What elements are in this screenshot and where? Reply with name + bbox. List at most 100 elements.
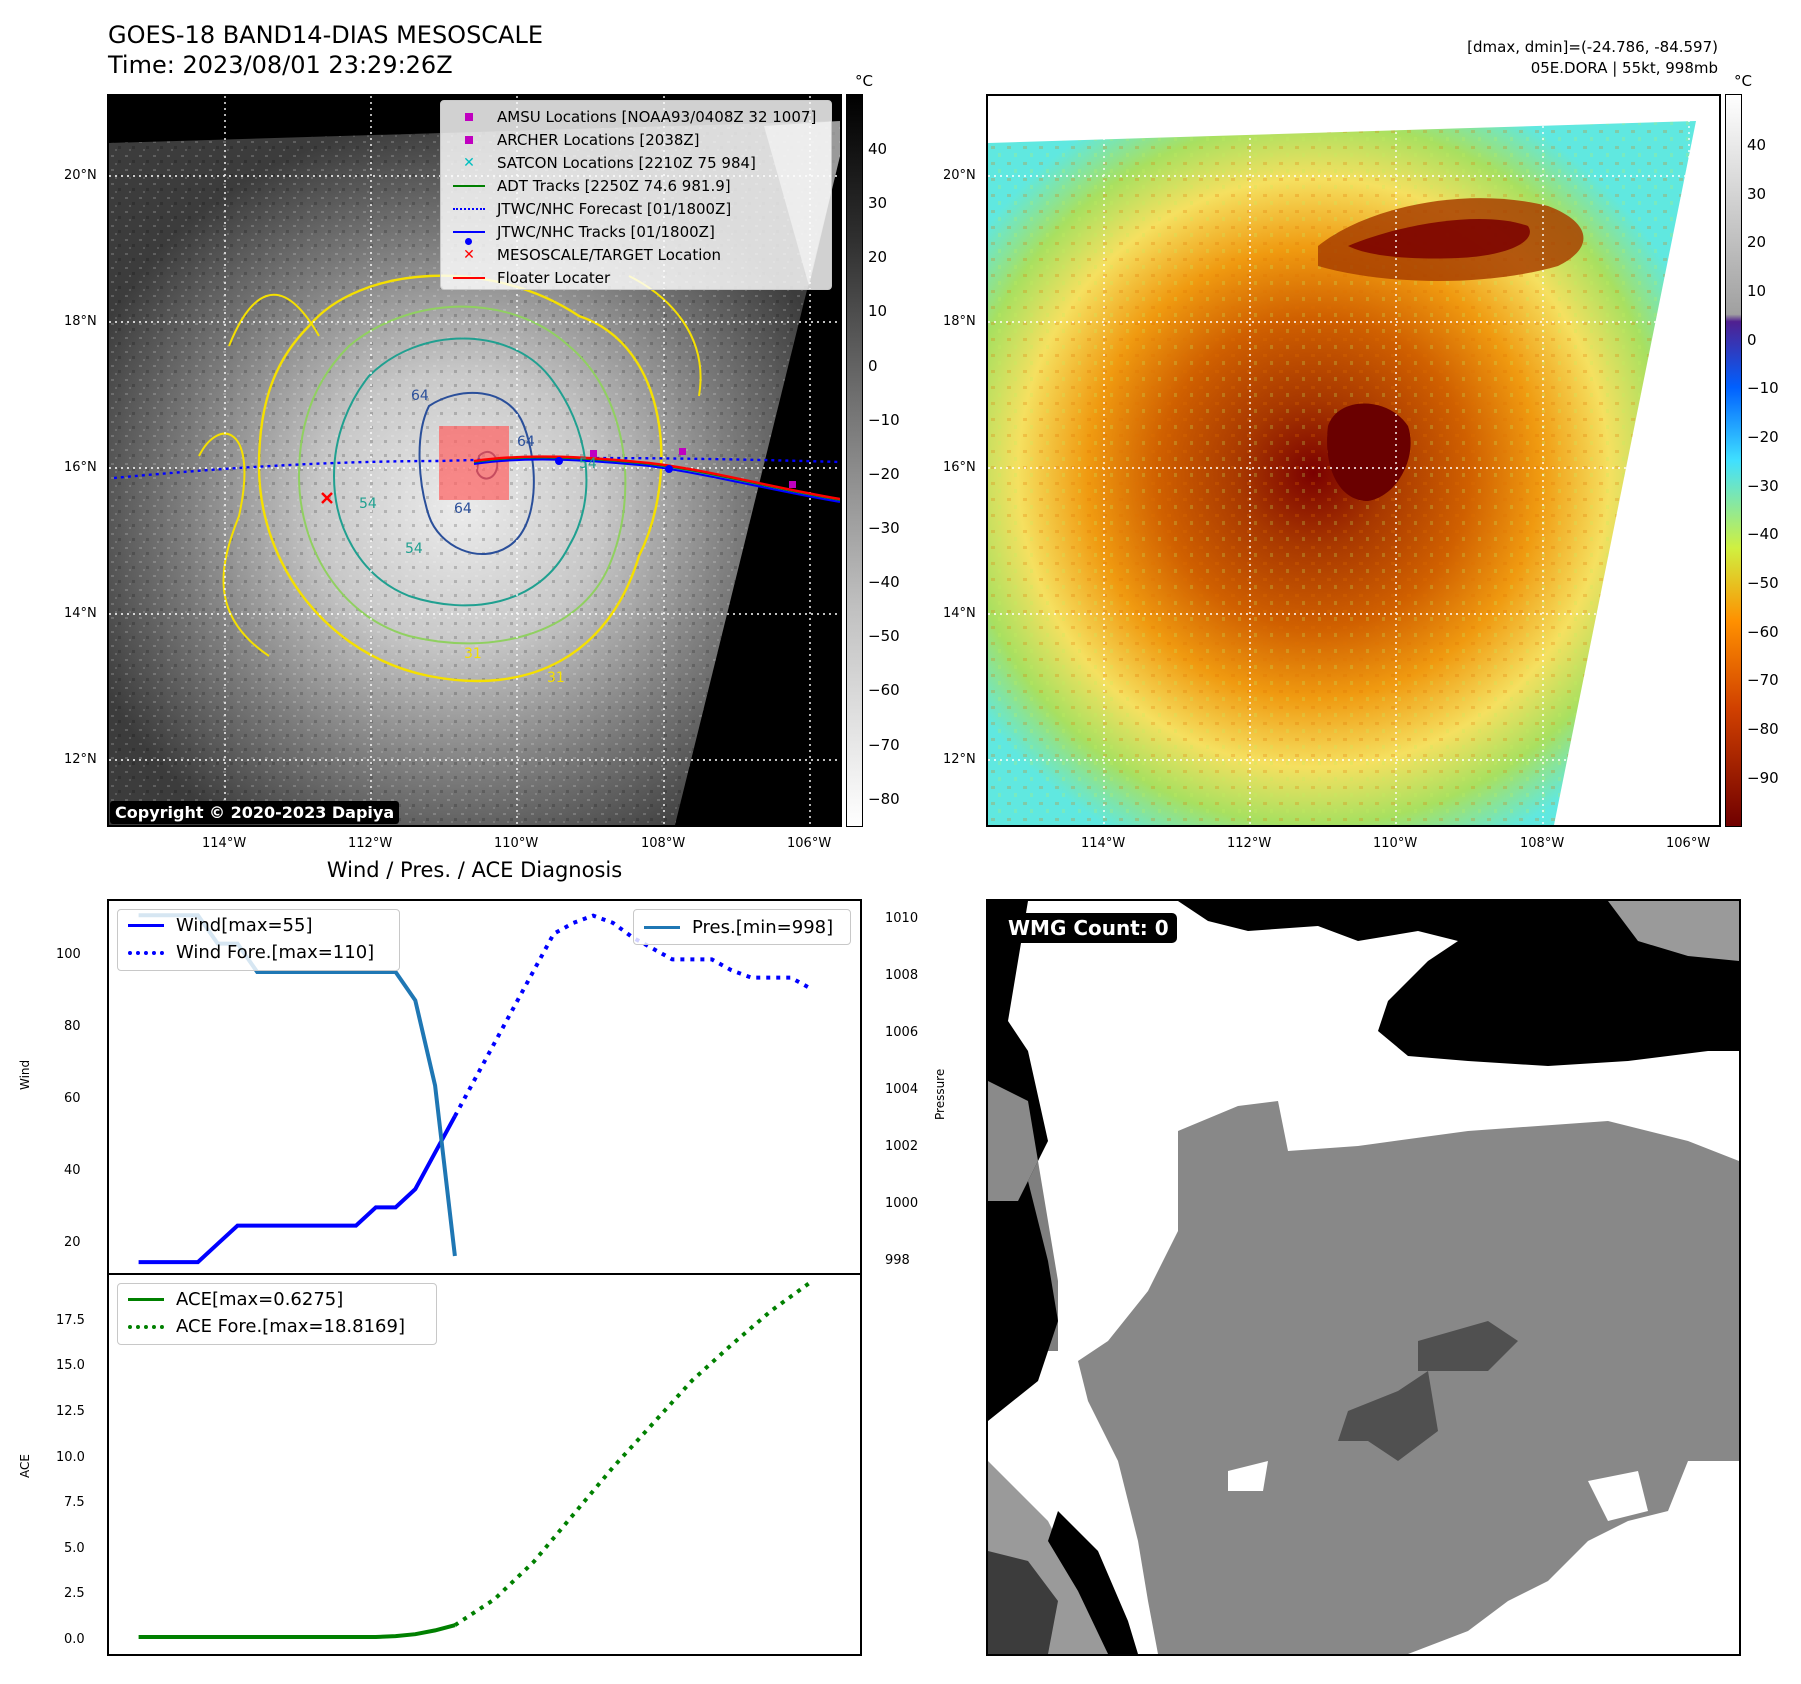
diagnosis-title: Wind / Pres. / ACE Diagnosis [326,858,623,882]
lat-label: 18°N [64,314,97,329]
grayscale-colorbar [846,94,863,827]
lat-label: 14°N [943,606,976,621]
legend-item-tracks: JTWC/NHC Tracks [01/1800Z] [451,220,821,245]
legend-label: JTWC/NHC Tracks [01/1800Z] [497,222,715,241]
dotted-line-icon [126,1324,166,1329]
chart-title: GOES-18 BAND14-DIAS MESOSCALE [108,21,544,49]
dotted-line-icon [451,207,487,210]
legend-label: ARCHER Locations [2038Z] [497,130,700,149]
colorbar-tick: 20 [1747,233,1767,251]
legend-label: Wind Fore.[max=110] [176,942,375,963]
colorbar-tick: 0 [1747,331,1757,349]
contour-label: 64 [411,388,429,404]
colorbar-tick: −40 [868,573,900,591]
colorbar-tick: 30 [868,194,888,212]
pressure-tick: 1006 [885,1025,919,1040]
lat-label: 12°N [943,752,976,767]
line-icon [126,924,166,927]
contour-label: 31 [547,670,565,686]
lat-label: 14°N [64,606,97,621]
legend-item-floater: Floater Locater [451,266,821,289]
contour-label: 54 [359,496,377,512]
lat-label: 12°N [64,752,97,767]
storm-label: 05E.DORA | 55kt, 998mb [1530,59,1718,77]
wind-legend: Wind[max=55] Wind Fore.[max=110] [117,909,400,971]
time-label: Time: 2023/08/01 23:29:26Z [108,51,453,79]
legend-item-wind: Wind[max=55] [126,912,391,939]
dotted-line-icon [126,950,166,955]
ace-plot: ACE[max=0.6275] ACE Fore.[max=18.8169] [107,1273,862,1656]
ace-tick: 12.5 [56,1404,85,1419]
lon-label: 106°W [1666,836,1711,851]
pressure-tick: 1010 [885,911,919,926]
colorbar-unit: °C [1734,72,1752,90]
legend-item-ace: ACE[max=0.6275] [126,1286,428,1313]
legend-label: SATCON Locations [2210Z 75 984] [497,153,756,172]
legend-item-target: ✕ MESOSCALE/TARGET Location [451,243,821,266]
lon-label: 112°W [348,836,393,851]
line-icon [451,276,487,279]
color-colorbar [1725,94,1742,827]
colorbar-tick: −40 [1747,525,1779,543]
colorbar-tick: −20 [1747,428,1779,446]
wind-tick: 20 [64,1235,81,1250]
map-legend: AMSU Locations [NOAA93/0408Z 32 1007] AR… [440,100,832,290]
colorbar-tick: 10 [868,302,888,320]
colorbar-tick: −70 [1747,671,1779,689]
ace-legend: ACE[max=0.6275] ACE Fore.[max=18.8169] [117,1283,437,1345]
wind-pressure-plot: Wind[max=55] Wind Fore.[max=110] Pres.[m… [107,899,862,1275]
pressure-legend: Pres.[min=998] [633,909,851,945]
lat-label: 18°N [943,314,976,329]
legend-label: JTWC/NHC Forecast [01/1800Z] [497,199,732,218]
ace-forecast-series-line [453,1280,812,1627]
colorbar-tick: −60 [868,681,900,699]
lon-label: 110°W [494,836,539,851]
colorbar-tick: 0 [868,357,878,375]
wind-tick: 80 [64,1019,81,1034]
line-icon [642,925,682,929]
colorbar-tick: 20 [868,248,888,266]
lon-label: 106°W [787,836,832,851]
lat-label: 20°N [943,168,976,183]
wmg-classification-map: WMG Count: 0 [986,899,1741,1656]
legend-label: ACE Fore.[max=18.8169] [176,1316,405,1337]
wind-axis-label: Wind [18,1059,32,1090]
colorbar-tick: −10 [868,411,900,429]
colorbar-tick: −60 [1747,623,1779,641]
colorbar-tick: −20 [868,465,900,483]
legend-item-amsu: AMSU Locations [NOAA93/0408Z 32 1007] [451,105,821,128]
lon-label: 108°W [1520,836,1565,851]
colorbar-tick: −70 [868,736,900,754]
legend-label: MESOSCALE/TARGET Location [497,245,722,264]
legend-item-pres: Pres.[min=998] [642,912,842,942]
contour-label: 64 [517,434,535,450]
ace-tick: 0.0 [64,1632,85,1647]
pressure-axis-label: Pressure [933,1068,947,1120]
copyright-badge: Copyright © 2020-2023 Dapiya [110,801,400,824]
square-marker-icon [451,112,487,121]
legend-label: Pres.[min=998] [692,916,834,938]
wind-tick: 100 [56,947,81,962]
ace-series-line [138,1623,456,1639]
ace-svg [138,1280,812,1639]
lat-label: 16°N [64,460,97,475]
ace-tick: 5.0 [64,1541,85,1556]
colorbar-tick: −80 [1747,720,1779,738]
ace-tick: 2.5 [64,1586,85,1601]
colorbar-tick: 40 [1747,136,1767,154]
pressure-tick: 998 [885,1253,910,1268]
legend-label: ADT Tracks [2250Z 74.6 981.9] [497,176,731,195]
legend-item-wind-fore: Wind Fore.[max=110] [126,939,391,966]
legend-label: AMSU Locations [NOAA93/0408Z 32 1007] [497,107,817,126]
x-marker-icon: ✕ [463,154,475,171]
legend-item-ace-fore: ACE Fore.[max=18.8169] [126,1313,428,1340]
ace-tick: 17.5 [56,1313,85,1328]
x-marker-icon: ✕ [463,246,475,263]
legend-label: ACE[max=0.6275] [176,1289,344,1310]
contour-label: 31 [464,646,482,662]
wind-series-line [138,1115,457,1265]
line-icon [451,184,487,187]
wmg-count-badge: WMG Count: 0 [1000,913,1177,943]
line-dot-icon [451,230,487,245]
colorbar-tick: −80 [868,790,900,808]
